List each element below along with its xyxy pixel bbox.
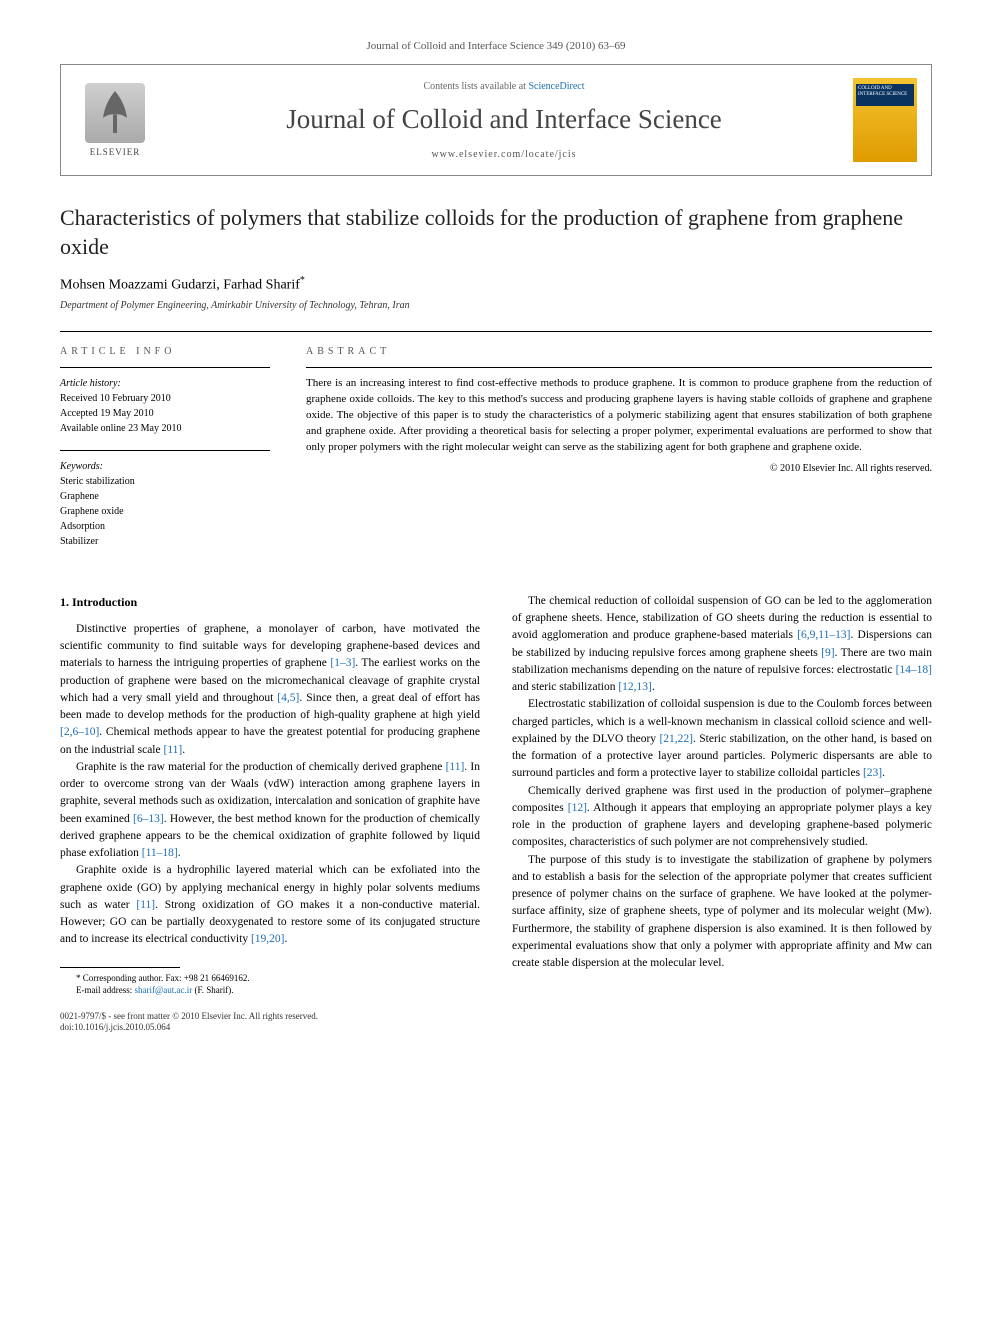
journal-url[interactable]: www.elsevier.com/locate/jcis bbox=[171, 149, 837, 160]
sciencedirect-link[interactable]: ScienceDirect bbox=[528, 81, 584, 92]
intro-heading: 1. Introduction bbox=[60, 593, 480, 611]
body-paragraph: Graphite oxide is a hydrophilic layered … bbox=[60, 862, 480, 948]
body-paragraph: The chemical reduction of colloidal susp… bbox=[512, 593, 932, 697]
keywords-label: Keywords: bbox=[60, 459, 270, 474]
citation-link[interactable]: [6,9,11–13] bbox=[797, 629, 850, 641]
contents-prefix: Contents lists available at bbox=[423, 81, 528, 92]
citation-link[interactable]: [4,5] bbox=[277, 692, 299, 704]
elsevier-logo: ELSEVIER bbox=[75, 75, 155, 165]
article-title: Characteristics of polymers that stabili… bbox=[60, 204, 932, 261]
journal-reference: Journal of Colloid and Interface Science… bbox=[60, 40, 932, 52]
citation-link[interactable]: [12] bbox=[568, 802, 587, 814]
keyword: Steric stabilization bbox=[60, 474, 270, 489]
history-accepted: Accepted 19 May 2010 bbox=[60, 406, 270, 421]
authors: Mohsen Moazzami Gudarzi, Farhad Sharif* bbox=[60, 275, 932, 294]
citation-link[interactable]: [12,13] bbox=[618, 681, 652, 693]
keywords-block: Keywords: Steric stabilization Graphene … bbox=[60, 450, 270, 549]
citation-link[interactable]: [9] bbox=[821, 647, 834, 659]
contents-available: Contents lists available at ScienceDirec… bbox=[171, 81, 837, 92]
issn-line: 0021-9797/$ - see front matter © 2010 El… bbox=[60, 1011, 480, 1023]
history-label: Article history: bbox=[60, 376, 270, 391]
citation-link[interactable]: [11–18] bbox=[142, 847, 178, 859]
journal-name: Journal of Colloid and Interface Science bbox=[171, 104, 837, 135]
history-online: Available online 23 May 2010 bbox=[60, 421, 270, 436]
corresponding-mark: * bbox=[300, 275, 305, 286]
body-paragraph: Electrostatic stabilization of colloidal… bbox=[512, 696, 932, 782]
affiliation: Department of Polymer Engineering, Amirk… bbox=[60, 300, 932, 311]
cover-band-label: COLLOID AND INTERFACE SCIENCE bbox=[856, 84, 914, 106]
body-paragraph: The purpose of this study is to investig… bbox=[512, 852, 932, 973]
keyword: Graphene oxide bbox=[60, 504, 270, 519]
abstract-text: There is an increasing interest to find … bbox=[306, 367, 932, 476]
email-link[interactable]: sharif@aut.ac.ir bbox=[134, 985, 192, 995]
copyright: © 2010 Elsevier Inc. All rights reserved… bbox=[306, 462, 932, 477]
citation-link[interactable]: [19,20] bbox=[251, 933, 285, 945]
article-body: 1. Introduction Distinctive properties o… bbox=[60, 593, 932, 1034]
journal-cover-thumbnail: COLLOID AND INTERFACE SCIENCE bbox=[853, 78, 917, 162]
corresponding-author-footnote: * Corresponding author. Fax: +98 21 6646… bbox=[60, 972, 480, 985]
elsevier-label: ELSEVIER bbox=[90, 147, 141, 157]
footnote-separator bbox=[60, 967, 180, 968]
citation-link[interactable]: [11] bbox=[136, 899, 155, 911]
authors-list: Mohsen Moazzami Gudarzi, Farhad Sharif bbox=[60, 278, 300, 293]
body-paragraph: Distinctive properties of graphene, a mo… bbox=[60, 621, 480, 759]
email-footnote: E-mail address: sharif@aut.ac.ir (F. Sha… bbox=[60, 984, 480, 997]
abstract-label: ABSTRACT bbox=[306, 346, 932, 357]
keyword: Adsorption bbox=[60, 519, 270, 534]
history-received: Received 10 February 2010 bbox=[60, 391, 270, 406]
citation-link[interactable]: [14–18] bbox=[896, 664, 932, 676]
citation-link[interactable]: [2,6–10] bbox=[60, 726, 99, 738]
keyword: Graphene bbox=[60, 489, 270, 504]
citation-link[interactable]: [11] bbox=[163, 744, 182, 756]
elsevier-tree-icon bbox=[85, 83, 145, 143]
citation-link[interactable]: [6–13] bbox=[133, 813, 164, 825]
body-paragraph: Chemically derived graphene was first us… bbox=[512, 783, 932, 852]
journal-header: ELSEVIER Contents lists available at Sci… bbox=[60, 64, 932, 176]
doi-line: doi:10.1016/j.jcis.2010.05.064 bbox=[60, 1022, 480, 1034]
article-history: Article history: Received 10 February 20… bbox=[60, 367, 270, 436]
citation-link[interactable]: [21,22] bbox=[659, 733, 693, 745]
email-suffix: (F. Sharif). bbox=[192, 985, 233, 995]
article-info-label: ARTICLE INFO bbox=[60, 346, 270, 357]
abstract-body: There is an increasing interest to find … bbox=[306, 377, 932, 453]
citation-link[interactable]: [1–3] bbox=[330, 657, 355, 669]
citation-link[interactable]: [11] bbox=[446, 761, 465, 773]
body-paragraph: Graphite is the raw material for the pro… bbox=[60, 759, 480, 863]
keyword: Stabilizer bbox=[60, 534, 270, 549]
citation-link[interactable]: [23] bbox=[863, 767, 882, 779]
email-label: E-mail address: bbox=[76, 985, 134, 995]
